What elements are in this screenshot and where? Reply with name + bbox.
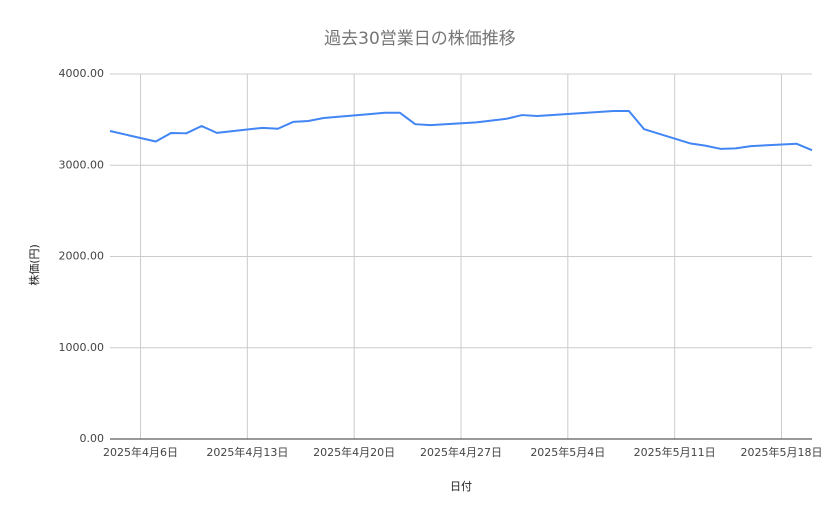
x-tick-label: 2025年4月13日 [206, 445, 288, 459]
x-axis-label: 日付 [450, 480, 472, 493]
chart-title: 過去30営業日の株価推移 [324, 29, 516, 49]
data-line [109, 109, 813, 152]
x-tick-label: 2025年4月6日 [103, 445, 178, 459]
y-tick-label: 4000.00 [59, 67, 105, 80]
y-tick-label: 1000.00 [59, 341, 105, 354]
x-tick-label: 2025年4月27日 [420, 445, 502, 459]
x-tick-label: 2025年5月4日 [530, 445, 605, 459]
y-tick-label: 3000.00 [59, 158, 105, 171]
y-tick-label: 0.00 [80, 432, 105, 445]
y-axis-label: 株価(円) [27, 244, 41, 286]
x-tick-label: 2025年4月20日 [313, 445, 395, 459]
y-tick-label: 2000.00 [59, 250, 105, 263]
x-tick-label: 2025年5月18日 [740, 445, 822, 459]
x-tick-label: 2025年5月11日 [634, 445, 716, 459]
